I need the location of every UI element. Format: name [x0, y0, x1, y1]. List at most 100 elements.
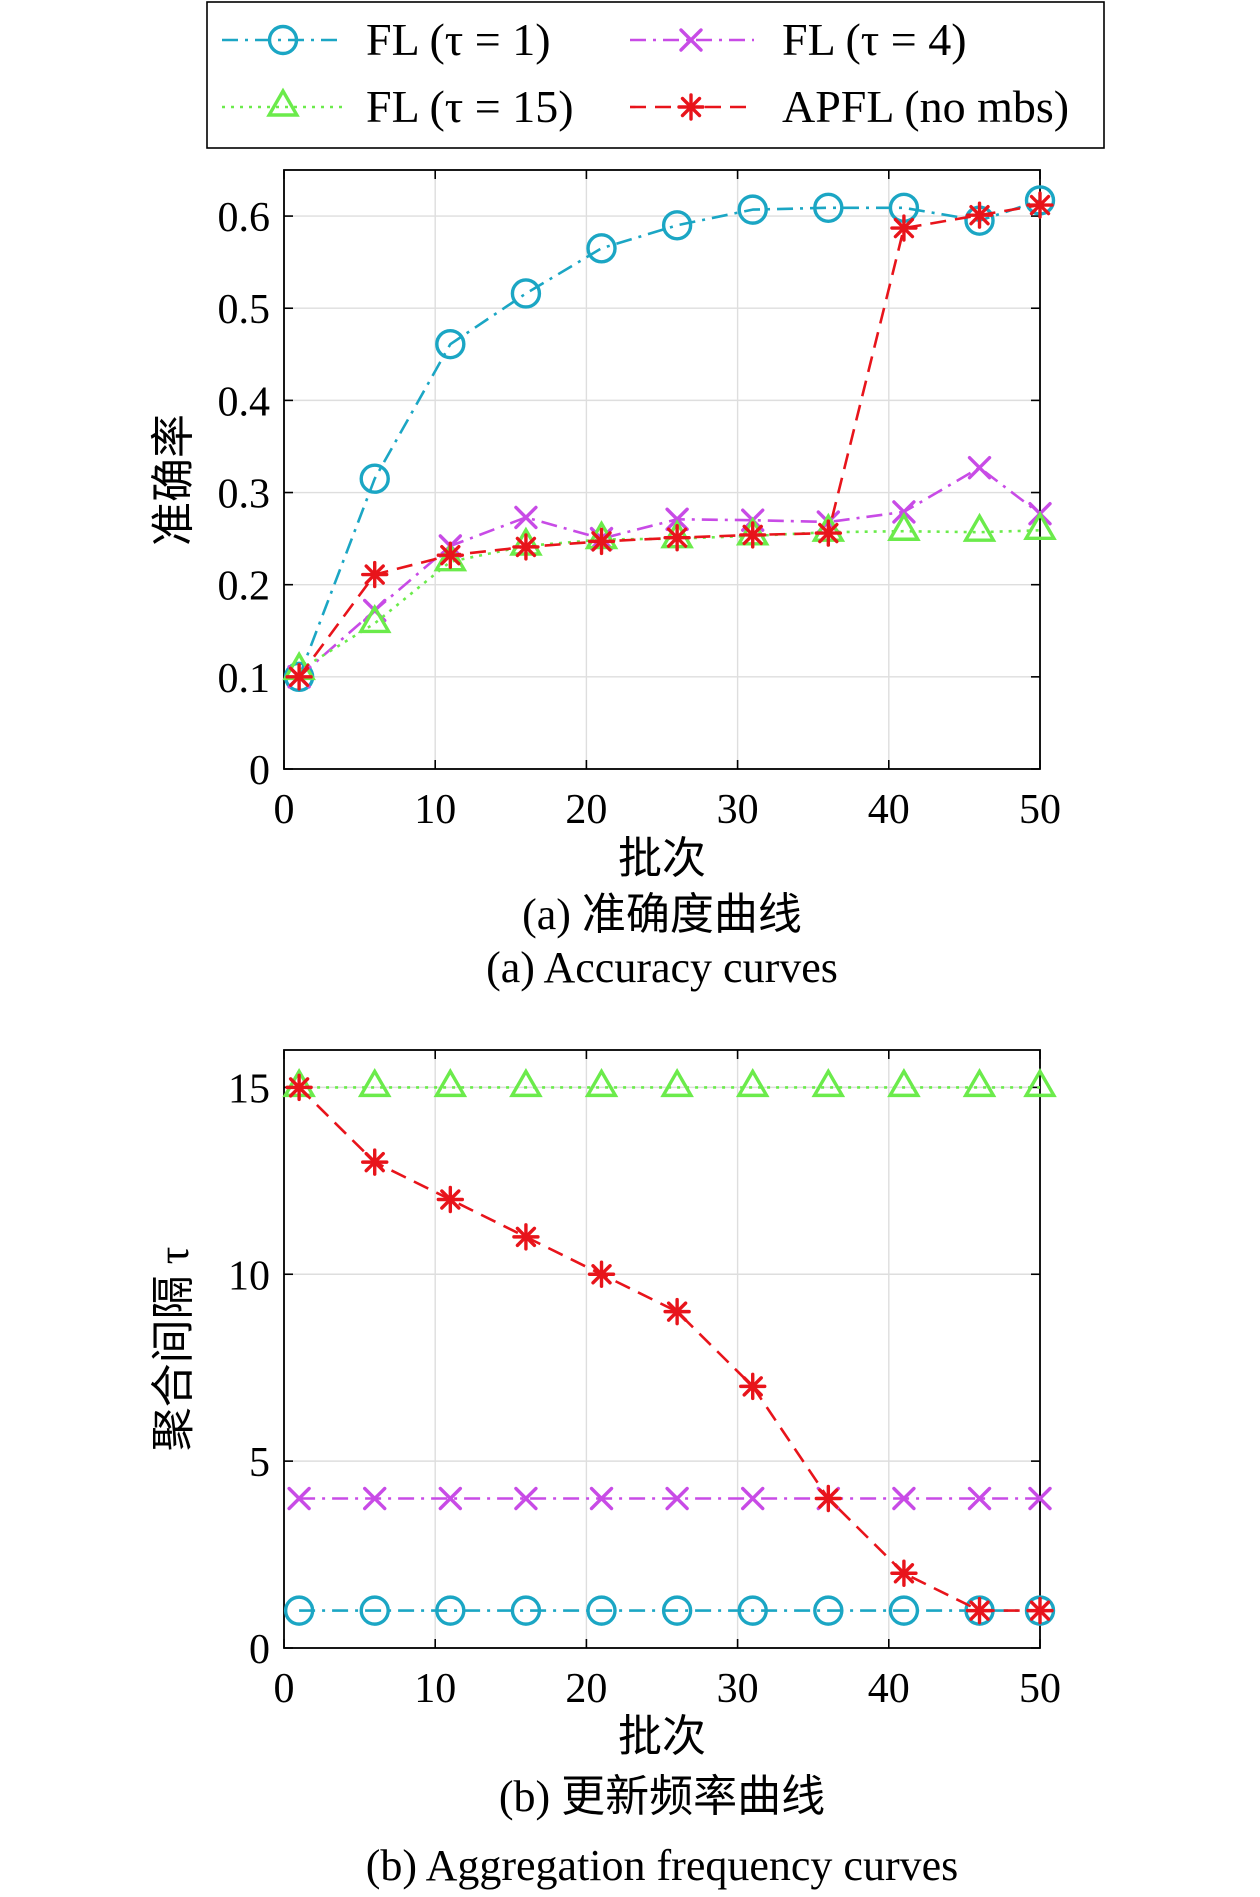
x-marker-stroke	[967, 455, 992, 480]
legend-sample-fl-tau-1	[222, 24, 342, 56]
figure-caption: (b) 更新频率曲线	[499, 1772, 825, 1821]
x-marker-stroke	[892, 1486, 916, 1511]
asterisk-marker-stroke	[364, 564, 385, 585]
legend-label-apfl: APFL (no mbs)	[782, 81, 1069, 132]
data-point-marker	[586, 1595, 617, 1626]
series-line	[298, 466, 1041, 678]
data-point-marker	[663, 523, 691, 552]
x-marker-stroke	[363, 1486, 387, 1511]
legend-marker-x	[679, 28, 703, 52]
data-point-marker	[589, 1486, 614, 1511]
data-point-marker	[514, 1486, 538, 1511]
circle-marker-shape	[510, 278, 542, 309]
data-point-marker	[512, 533, 540, 561]
data-point-marker	[665, 1486, 689, 1511]
data-point-marker	[435, 1595, 466, 1626]
y-tick-label: 0.5	[218, 287, 271, 333]
data-point-marker	[811, 1067, 846, 1098]
plot-series	[282, 1067, 1057, 1626]
data-point-marker	[587, 1260, 616, 1288]
x-tick-labels: 0 10 20 30 40 50	[274, 787, 1062, 833]
data-point-marker	[433, 542, 468, 572]
data-point-marker	[890, 1559, 918, 1587]
circle-marker-shape	[737, 194, 768, 225]
y-tick-label: 0	[249, 748, 270, 794]
data-point-marker	[1026, 191, 1054, 219]
x-marker-stroke	[589, 1486, 614, 1511]
asterisk-marker-stroke	[666, 1301, 688, 1322]
data-point-marker	[661, 1595, 693, 1626]
y-tick-label: 0	[249, 1627, 270, 1673]
data-point-marker	[510, 1595, 542, 1626]
data-point-marker	[739, 1372, 767, 1401]
data-point-marker	[890, 214, 918, 242]
figure-caption-english: (a) Accuracy curves	[486, 943, 838, 992]
accuracy-chart: 0 10 20 30 40 50 0 0.1 0.2 0.3 0.4 0.5 0.6	[218, 169, 1062, 833]
circle-marker-shape	[359, 1595, 390, 1626]
data-point-marker	[357, 1067, 392, 1098]
x-tick-label: 20	[565, 1666, 607, 1712]
data-point-marker	[813, 1595, 844, 1626]
x-tick-labels: 0 10 20 30 40 50	[274, 1666, 1062, 1712]
triangle-marker-shape	[887, 511, 921, 541]
series-0	[283, 185, 1056, 693]
y-tick-labels: 0 0.1 0.2 0.3 0.4 0.5 0.6	[218, 195, 271, 794]
data-point-marker	[735, 1067, 770, 1098]
series-line	[298, 1086, 1040, 1612]
triangle-marker-shape	[1023, 510, 1057, 541]
data-point-marker	[737, 194, 768, 225]
triangle-marker-shape	[660, 1067, 694, 1098]
data-point-marker	[1023, 510, 1057, 541]
y-tick-label: 0.2	[218, 564, 271, 610]
x-axis-label: 批次	[618, 834, 706, 883]
circle-marker-shape	[359, 463, 390, 494]
y-tick-label: 10	[228, 1253, 270, 1299]
circle-marker-shape	[737, 1595, 768, 1626]
x-tick-label: 30	[717, 1666, 759, 1712]
asterisk-marker-stroke	[515, 536, 537, 558]
asterisk-marker-stroke	[742, 1376, 763, 1397]
legend-label-fl-tau-4: FL (τ = 4)	[782, 14, 967, 65]
data-point-marker	[363, 1486, 387, 1511]
circle-marker-shape	[435, 1595, 466, 1626]
data-point-marker	[359, 463, 390, 494]
data-point-marker	[438, 1486, 463, 1511]
data-point-marker	[741, 1486, 765, 1511]
data-point-marker	[361, 1148, 389, 1176]
x-marker-stroke	[967, 1486, 992, 1511]
asterisk-marker-stroke	[515, 1226, 537, 1248]
data-point-marker	[1023, 1067, 1057, 1098]
series-line	[297, 199, 1041, 678]
triangle-marker-shape	[266, 87, 300, 117]
circle-marker-shape	[283, 1595, 315, 1626]
asterisk-marker-stroke	[969, 204, 990, 226]
data-point-marker	[587, 527, 616, 556]
data-point-marker	[285, 663, 313, 691]
data-point-marker	[509, 1067, 543, 1098]
data-point-marker	[663, 1297, 691, 1326]
x-tick-label: 20	[565, 787, 607, 833]
data-point-marker	[661, 210, 693, 241]
x-marker-stroke	[287, 1486, 311, 1511]
triangle-marker-shape	[811, 1067, 846, 1098]
data-point-marker	[512, 1223, 540, 1251]
plot-series	[282, 185, 1057, 693]
data-point-marker	[586, 233, 617, 264]
data-point-marker	[435, 328, 466, 360]
circle-marker-shape	[435, 328, 466, 360]
triangle-marker-shape	[357, 603, 392, 634]
asterisk-marker-stroke	[364, 1151, 385, 1173]
asterisk-marker-stroke	[440, 545, 461, 566]
data-point-marker	[737, 1595, 768, 1626]
data-point-marker	[436, 541, 465, 569]
y-tick-label: 0.4	[218, 379, 271, 425]
x-tick-label: 10	[414, 1666, 456, 1712]
data-point-marker	[888, 1595, 920, 1626]
aggregation-interval-chart: 0 10 20 30 40 50 0 5 10 15	[228, 1049, 1062, 1712]
data-point-marker	[584, 1067, 619, 1098]
series-line	[298, 203, 1041, 678]
triangle-marker-shape	[433, 1067, 468, 1098]
asterisk-marker-stroke	[591, 531, 612, 552]
x-tick-label: 0	[274, 787, 295, 833]
y-axis-label: 聚合间隔 τ	[149, 1247, 198, 1452]
